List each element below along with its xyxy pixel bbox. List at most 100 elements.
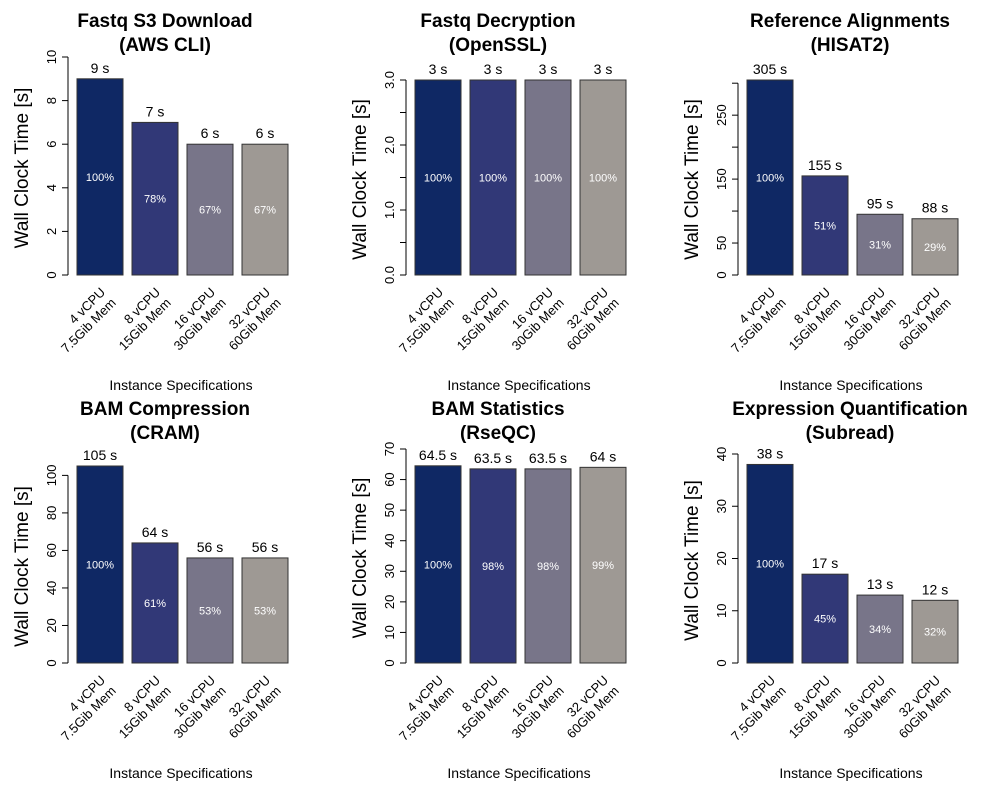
bar bbox=[801, 573, 849, 664]
y-tick-label: 0 bbox=[44, 271, 59, 278]
y-axis-label: Wall Clock Time [s] bbox=[682, 480, 703, 641]
bar-value-label: 155 s bbox=[808, 157, 842, 173]
bar-percent-label: 100% bbox=[756, 173, 784, 185]
x-tick-label: 8 vCPU15Gib Mem bbox=[775, 673, 844, 742]
y-tick-label: 3.0 bbox=[382, 71, 397, 89]
chart-title: Expression Quantification bbox=[732, 399, 967, 420]
bar-value-label: 7 s bbox=[146, 103, 165, 119]
chart-title: Fastq Decryption bbox=[420, 11, 575, 32]
bar bbox=[579, 466, 627, 664]
bar-percent-label: 100% bbox=[479, 173, 507, 185]
y-tick-label: 20 bbox=[382, 595, 397, 609]
chart-panel: Fastq Decryption (OpenSSL) 0.0 1.0 2.0 3.0 Wal… bbox=[350, 11, 627, 393]
bar bbox=[186, 557, 234, 664]
chart-title: (HISAT2) bbox=[811, 35, 890, 56]
bar-value-label: 3 s bbox=[539, 61, 558, 77]
bar-value-label: 13 s bbox=[867, 576, 893, 592]
chart-panel: BAM Statistics (RseQC) 0 10 20 30 40 50 60 70 Wall… bbox=[350, 399, 627, 781]
y-tick-label: 80 bbox=[44, 506, 59, 520]
x-tick-label: 32 vCPU60Gib Mem bbox=[553, 285, 622, 354]
bar-value-label: 56 s bbox=[252, 539, 278, 555]
y-tick-label: 0 bbox=[714, 659, 729, 666]
bar-value-label: 64 s bbox=[590, 448, 616, 464]
x-axis-label: Instance Specifications bbox=[109, 377, 252, 393]
bar-value-label: 3 s bbox=[594, 61, 613, 77]
bar-percent-label: 34% bbox=[869, 624, 891, 636]
y-tick-label: 40 bbox=[382, 533, 397, 547]
bar-percent-label: 61% bbox=[144, 598, 166, 610]
x-axis-label: Instance Specifications bbox=[447, 765, 590, 781]
bar bbox=[911, 218, 959, 276]
chart-panel: Reference Alignments (HISAT2) 0 50 150 250 Wal… bbox=[682, 11, 959, 393]
y-tick-label: 20 bbox=[714, 551, 729, 565]
bar bbox=[76, 78, 124, 276]
bar-percent-label: 100% bbox=[424, 173, 452, 185]
bar-percent-label: 100% bbox=[534, 173, 562, 185]
x-axis-label: Instance Specifications bbox=[779, 377, 922, 393]
x-axis-label: Instance Specifications bbox=[779, 765, 922, 781]
bar bbox=[76, 465, 124, 664]
y-axis-label: Wall Clock Time [s] bbox=[12, 486, 33, 647]
chart-title: (RseQC) bbox=[460, 423, 536, 444]
chart-title: (AWS CLI) bbox=[119, 35, 211, 56]
bar bbox=[186, 143, 234, 276]
bar-value-label: 12 s bbox=[922, 581, 948, 597]
bar-value-label: 3 s bbox=[429, 61, 448, 77]
chart-title: Reference Alignments bbox=[750, 11, 950, 32]
y-tick-label: 0.0 bbox=[382, 266, 397, 284]
y-tick-label: 50 bbox=[714, 236, 729, 250]
y-tick-label: 2 bbox=[44, 228, 59, 235]
y-tick-label: 10 bbox=[382, 625, 397, 639]
bar bbox=[414, 79, 462, 276]
bar bbox=[524, 468, 572, 664]
x-axis-label: Instance Specifications bbox=[109, 765, 252, 781]
x-tick-label: 4 vCPU7.5Gib Mem bbox=[717, 673, 788, 744]
y-tick-label: 20 bbox=[44, 618, 59, 632]
y-tick-label: 8 bbox=[44, 97, 59, 104]
bar-percent-label: 53% bbox=[199, 605, 221, 617]
bar-percent-label: 99% bbox=[592, 560, 614, 572]
chart-panel: Fastq S3 Download (AWS CLI) 0 2 4 6 8 10 Wall Cl… bbox=[12, 11, 289, 393]
bar-percent-label: 100% bbox=[589, 173, 617, 185]
chart-title: (Subread) bbox=[806, 423, 895, 444]
bar-value-label: 95 s bbox=[867, 195, 893, 211]
bar bbox=[131, 542, 179, 664]
x-tick-label: 32 vCPU60Gib Mem bbox=[215, 673, 284, 742]
bar bbox=[241, 143, 289, 276]
x-axis-label: Instance Specifications bbox=[447, 377, 590, 393]
chart-title: (CRAM) bbox=[130, 423, 200, 444]
bar-percent-label: 31% bbox=[869, 240, 891, 252]
x-tick-label: 4 vCPU7.5Gib Mem bbox=[717, 285, 788, 356]
bar-percent-label: 45% bbox=[814, 614, 836, 626]
bar-value-label: 38 s bbox=[757, 445, 783, 461]
bar-value-label: 56 s bbox=[197, 539, 223, 555]
bar-value-label: 64.5 s bbox=[419, 447, 457, 463]
y-tick-label: 6 bbox=[44, 141, 59, 148]
x-tick-label: 8 vCPU15Gib Mem bbox=[443, 285, 512, 354]
x-tick-label: 16 vCPU30Gib Mem bbox=[498, 673, 567, 742]
y-tick-label: 100 bbox=[44, 465, 59, 487]
bar-value-label: 63.5 s bbox=[529, 450, 567, 466]
y-axis-label: Wall Clock Time [s] bbox=[350, 99, 371, 260]
bar-percent-label: 100% bbox=[756, 559, 784, 571]
y-tick-label: 0 bbox=[714, 271, 729, 278]
bar-value-label: 17 s bbox=[812, 555, 838, 571]
y-tick-label: 150 bbox=[714, 168, 729, 190]
bar bbox=[911, 599, 959, 664]
y-tick-label: 1.0 bbox=[382, 201, 397, 219]
bar-percent-label: 100% bbox=[86, 560, 114, 572]
bar-percent-label: 98% bbox=[482, 561, 504, 573]
y-tick-label: 30 bbox=[714, 499, 729, 513]
y-tick-label: 4 bbox=[44, 184, 59, 191]
y-tick-label: 40 bbox=[714, 447, 729, 461]
bar-value-label: 6 s bbox=[256, 125, 275, 141]
x-tick-label: 32 vCPU60Gib Mem bbox=[885, 673, 954, 742]
bar-percent-label: 78% bbox=[144, 194, 166, 206]
x-tick-label: 4 vCPU7.5Gib Mem bbox=[385, 285, 456, 356]
bar-value-label: 64 s bbox=[142, 524, 168, 540]
chart-panel: Expression Quantification (Subread) 0 10 20 3… bbox=[682, 399, 968, 781]
bar bbox=[469, 468, 517, 664]
bar-percent-label: 67% bbox=[199, 205, 221, 217]
y-tick-label: 60 bbox=[382, 472, 397, 486]
chart-panel: BAM Compression (CRAM) 0 20 40 60 80 100 Wall Cl… bbox=[12, 399, 289, 781]
